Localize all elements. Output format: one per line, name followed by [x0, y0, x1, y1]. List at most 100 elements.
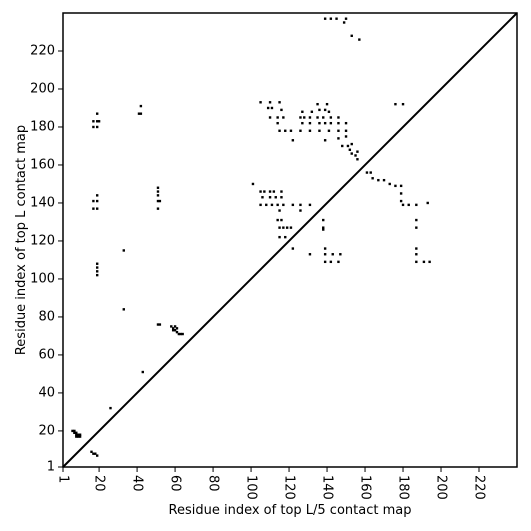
contact-point	[175, 327, 179, 330]
contact-point	[92, 452, 95, 455]
contact-point	[331, 253, 334, 256]
contact-point	[323, 121, 327, 125]
contact-point	[268, 190, 272, 193]
contact-point	[285, 226, 289, 229]
contact-point	[323, 253, 327, 256]
x-tick-label: 200	[434, 475, 449, 500]
contact-point	[280, 108, 283, 112]
contact-point	[177, 332, 181, 336]
contact-point	[308, 116, 312, 119]
contact-point	[95, 120, 99, 123]
contact-point	[401, 102, 405, 106]
contact-point	[278, 235, 281, 239]
contact-point	[299, 116, 302, 119]
contact-point	[73, 429, 76, 433]
contact-point	[156, 194, 160, 197]
y-tick-label: 200	[30, 81, 55, 96]
contact-point	[388, 182, 391, 186]
y-tick-label: 100	[30, 271, 55, 286]
y-tick-label: 80	[38, 309, 55, 324]
contact-point	[137, 112, 141, 115]
contact-point	[428, 260, 431, 264]
contact-point	[415, 260, 418, 264]
contact-point	[399, 184, 403, 188]
contact-point	[308, 121, 312, 125]
x-tick-label: 80	[206, 475, 221, 492]
contact-point	[95, 112, 99, 115]
contact-point	[282, 203, 285, 207]
contact-point	[158, 199, 162, 203]
y-tick-label: 120	[30, 233, 55, 248]
contact-point	[122, 308, 125, 311]
contact-point	[291, 247, 295, 250]
contact-point	[95, 199, 99, 203]
contact-point	[270, 106, 274, 110]
contact-point	[274, 196, 277, 199]
contact-point	[76, 433, 80, 436]
contact-point	[301, 121, 304, 125]
contact-point	[94, 452, 97, 455]
contact-point	[78, 433, 82, 436]
contact-point	[342, 21, 346, 24]
contact-point	[266, 106, 270, 110]
contact-point	[291, 139, 295, 142]
contact-point	[377, 178, 380, 182]
contact-point	[337, 129, 340, 132]
y-tick-label: 140	[30, 195, 55, 210]
contact-point	[329, 17, 333, 20]
contact-point	[259, 203, 262, 207]
contact-point	[365, 171, 369, 174]
contact-point	[371, 177, 374, 180]
y-axis-label: Residue index of top L contact map	[14, 125, 29, 355]
contact-point	[276, 218, 279, 222]
contact-point	[299, 209, 302, 212]
contact-point	[268, 196, 272, 199]
contact-point	[344, 121, 348, 125]
contact-point	[272, 190, 276, 193]
contact-point	[322, 116, 325, 119]
contact-point	[265, 203, 268, 207]
contact-point	[156, 190, 160, 193]
contact-point	[339, 253, 342, 256]
contact-point	[156, 323, 160, 326]
contact-point	[139, 112, 143, 115]
contact-point	[109, 406, 112, 410]
contact-point	[284, 235, 287, 239]
contact-point	[284, 129, 287, 132]
contact-point	[344, 129, 348, 132]
x-tick-label: 160	[358, 475, 373, 500]
contact-point	[329, 260, 333, 264]
contact-point	[348, 148, 352, 151]
contact-point	[323, 108, 327, 112]
contact-point	[97, 120, 101, 123]
contact-point	[394, 184, 397, 188]
contact-point	[92, 120, 95, 123]
contact-point	[327, 129, 331, 132]
contact-point	[156, 186, 160, 189]
contact-point	[90, 450, 93, 454]
contact-point	[322, 218, 325, 222]
y-tick-label: 60	[38, 347, 55, 362]
contact-point	[75, 435, 78, 438]
contact-point	[92, 125, 95, 129]
y-tick-label: 1	[47, 460, 55, 475]
contact-point	[337, 260, 340, 264]
contact-point	[71, 429, 74, 433]
contact-point	[282, 116, 285, 119]
contact-point	[382, 178, 386, 182]
x-tick-label: 140	[320, 475, 335, 500]
contact-point	[426, 201, 429, 205]
contact-point	[173, 325, 177, 328]
contact-point	[358, 38, 361, 41]
contact-point	[95, 273, 99, 277]
contact-point	[95, 262, 99, 265]
contact-point	[95, 125, 99, 129]
contact-point	[156, 199, 160, 203]
contact-point	[280, 190, 283, 193]
contact-point	[350, 34, 353, 37]
contact-point	[278, 226, 281, 229]
contact-point	[158, 323, 162, 326]
contact-point	[329, 116, 333, 119]
contact-point	[268, 116, 272, 119]
diagonal	[62, 12, 518, 468]
